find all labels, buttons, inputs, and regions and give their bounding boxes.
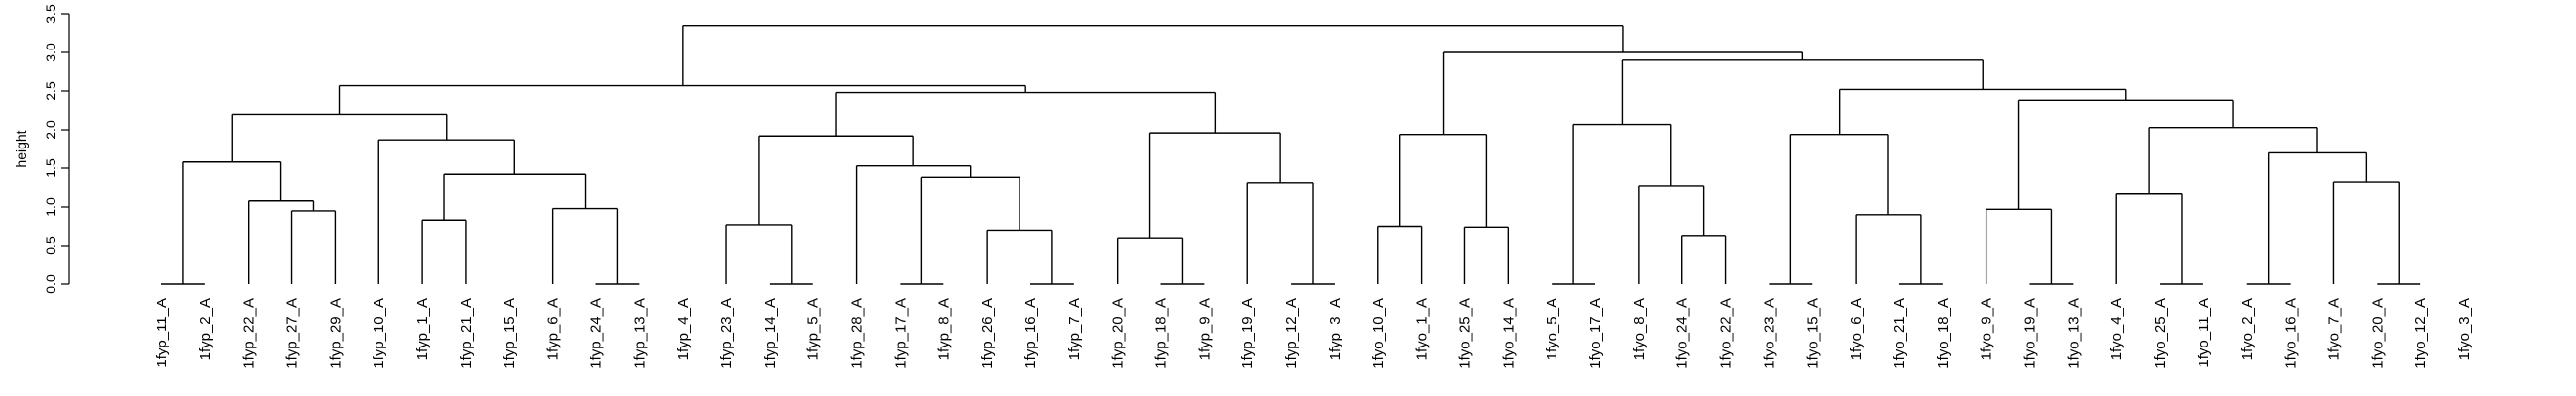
leaf-label: 1fyp_23_A xyxy=(718,298,735,369)
leaf-label: 1fyp_5_A xyxy=(805,298,822,360)
leaf-label: 1fyp_3_A xyxy=(1327,298,1343,360)
leaf-label: 1fyo_12_A xyxy=(2413,298,2429,369)
leaf-label: 1fyp_27_A xyxy=(284,298,301,369)
leaf-label: 1fyp_12_A xyxy=(1283,298,1300,369)
leaf-label: 1fyp_18_A xyxy=(1153,298,1170,369)
y-tick-label: 1.0 xyxy=(43,197,58,217)
leaf-label: 1fyp_1_A xyxy=(414,298,431,360)
y-tick-label: 0.0 xyxy=(43,274,58,294)
y-tick-label: 2.5 xyxy=(43,81,58,101)
leaf-label: 1fyp_9_A xyxy=(1196,298,1213,360)
leaf-label: 1fyo_15_A xyxy=(1804,298,1821,369)
leaf-label: 1fyo_23_A xyxy=(1761,298,1777,369)
y-tick-label: 1.5 xyxy=(43,158,58,178)
leaf-label: 1fyp_10_A xyxy=(371,298,387,369)
leaf-label: 1fyp_22_A xyxy=(241,298,258,369)
leaf-label: 1fyo_20_A xyxy=(2369,298,2386,369)
leaf-label: 1fyp_7_A xyxy=(1066,298,1083,360)
leaf-label: 1fyo_18_A xyxy=(1935,298,1952,369)
leaf-label: 1fyp_8_A xyxy=(935,298,952,360)
leaf-label: 1fyo_25_A xyxy=(2152,298,2169,369)
leaf-label: 1fyp_21_A xyxy=(458,298,475,369)
leaf-label: 1fyp_11_A xyxy=(154,298,170,368)
leaf-label: 1fyo_7_A xyxy=(2325,298,2342,360)
leaf-label: 1fyp_29_A xyxy=(327,298,344,369)
leaf-label: 1fyo_13_A xyxy=(2065,298,2082,369)
leaf-label: 1fyp_16_A xyxy=(1022,298,1039,369)
leaf-label: 1fyo_4_A xyxy=(2108,298,2125,360)
leaf-label: 1fyo_5_A xyxy=(1544,298,1560,360)
leaf-label: 1fyo_6_A xyxy=(1848,298,1865,360)
leaf-label: 1fyp_19_A xyxy=(1239,298,1256,369)
leaf-label: 1fyo_8_A xyxy=(1631,298,1648,360)
y-tick-label: 0.5 xyxy=(43,236,58,255)
y-tick-label: 3.0 xyxy=(43,43,58,62)
y-tick-label: 3.5 xyxy=(43,4,58,24)
dendrogram-links xyxy=(161,25,2421,285)
leaf-label: 1fyo_16_A xyxy=(2283,298,2300,369)
leaf-label: 1fyo_14_A xyxy=(1500,298,1517,369)
leaf-labels: 1fyp_11_A 1fyp_2_A 1fyp_22_A 1fyp_27_A 1fyp_… xyxy=(154,298,2473,369)
leaf-label: 1fyp_13_A xyxy=(631,298,648,369)
leaf-label: 1fyp_26_A xyxy=(979,298,996,369)
leaf-label: 1fyp_6_A xyxy=(545,298,562,360)
y-tick-label: 2.0 xyxy=(43,120,58,140)
leaf-label: 1fyo_19_A xyxy=(2022,298,2039,369)
leaf-label: 1fyp_2_A xyxy=(197,298,214,360)
leaf-label: 1fyp_24_A xyxy=(588,298,604,369)
leaf-label: 1fyo_2_A xyxy=(2239,298,2256,360)
leaf-label: 1fyo_9_A xyxy=(1979,298,1995,360)
y-axis-title: height xyxy=(13,130,29,167)
leaf-label: 1fyo_3_A xyxy=(2456,298,2473,360)
leaf-label: 1fyo_22_A xyxy=(1718,298,1735,369)
leaf-label: 1fyp_17_A xyxy=(892,298,909,369)
leaf-label: 1fyp_20_A xyxy=(1110,298,1127,369)
leaf-label: 1fyo_25_A xyxy=(1456,298,1473,369)
leaf-label: 1fyo_21_A xyxy=(1891,298,1908,369)
leaf-label: 1fyo_24_A xyxy=(1674,298,1691,369)
y-axis: 0.0 0.5 1.0 1.5 2.0 2.5 3.0 3.5 xyxy=(43,4,70,294)
leaf-label: 1fyp_28_A xyxy=(849,298,866,369)
leaf-label: 1fyo_10_A xyxy=(1370,298,1387,369)
leaf-label: 1fyo_11_A xyxy=(2196,298,2212,368)
leaf-label: 1fyo_1_A xyxy=(1414,298,1431,360)
leaf-label: 1fyp_15_A xyxy=(501,298,518,369)
leaf-label: 1fyp_14_A xyxy=(762,298,779,369)
leaf-label: 1fyp_4_A xyxy=(675,298,692,360)
leaf-label: 1fyo_17_A xyxy=(1587,298,1604,369)
